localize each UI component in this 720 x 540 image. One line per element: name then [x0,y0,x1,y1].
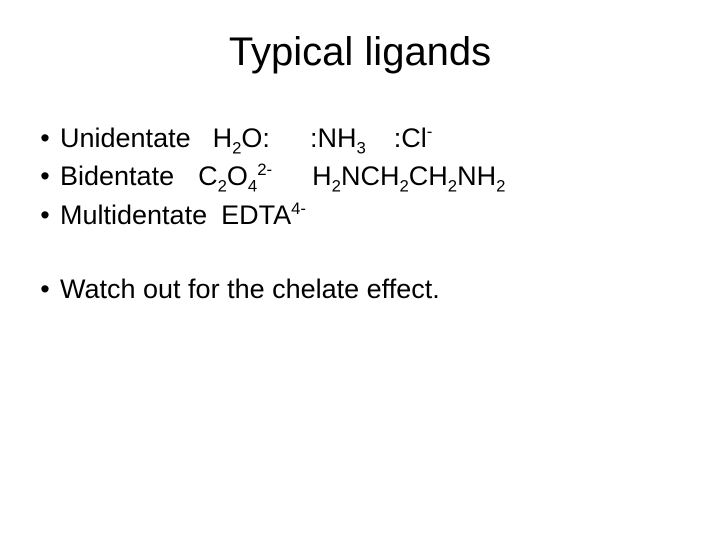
bullet-content: Bidentate C2O42- H2NCH2CH2NH2 [60,158,690,194]
bullet-content: Unidentate H2O: :NH3 :Cl- [60,120,690,156]
multidentate-label: Multidentate [60,200,207,230]
formula-en: H2NCH2CH2NH2 [312,161,505,191]
slide-container: Typical ligands • Unidentate H2O: :NH3 :Cl-… [0,0,720,540]
unidentate-label: Unidentate [60,123,191,153]
formula-cl: :Cl- [394,123,433,153]
slide-title: Typical ligands [30,30,690,75]
bullet-multidentate: • Multidentate EDTA4- [30,197,690,233]
slide-body: • Unidentate H2O: :NH3 :Cl- • Bidentate C2O4… [30,120,690,308]
formula-nh3: :NH3 [310,123,366,153]
formula-h2o: H2O: [213,123,270,153]
formula-c2o4: C2O42- [198,161,272,191]
bullet-bidentate: • Bidentate C2O42- H2NCH2CH2NH2 [30,158,690,194]
bullet-dot: • [30,158,60,194]
spacer [30,235,690,271]
bullet-chelate: • Watch out for the chelate effect. [30,271,690,307]
bullet-content: Multidentate EDTA4- [60,197,690,233]
bullet-unidentate: • Unidentate H2O: :NH3 :Cl- [30,120,690,156]
bullet-dot: • [30,120,60,156]
bidentate-label: Bidentate [60,161,174,191]
chelate-text: Watch out for the chelate effect. [60,271,690,307]
bullet-dot: • [30,197,60,233]
formula-edta: EDTA4- [221,200,306,230]
bullet-dot: • [30,271,60,307]
